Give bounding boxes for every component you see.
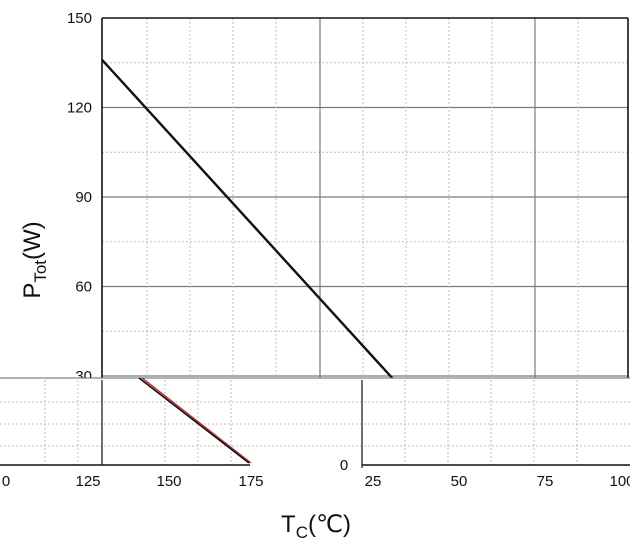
x-axis-label: TC(℃) [281, 511, 351, 542]
inset-x-tick-labels: 0 125 150 175 25 50 75 100 [2, 473, 630, 490]
inset-x-tick-label: 175 [238, 473, 263, 490]
inset-x-tick-label-right: 75 [537, 473, 554, 490]
inset-red-trace [141, 377, 252, 464]
y-tick-label: 120 [67, 100, 92, 117]
y-tick-label: 90 [75, 189, 92, 206]
inset-x-tick-label: 125 [75, 473, 100, 490]
inset-strip: 0 0 125 150 175 25 50 75 100 [0, 377, 630, 490]
inset-black-trace [138, 377, 250, 464]
x-axis-label-main: T [281, 511, 296, 538]
y-axis-label-sub: Tot [31, 260, 50, 283]
x-axis-label-sub: C [296, 523, 308, 542]
y-tick-label: 60 [75, 279, 92, 296]
series [101, 58, 394, 379]
inset-y-tick-zero: 0 [340, 457, 348, 474]
inset-x-tick-label: 0 [2, 473, 10, 490]
grid [102, 18, 628, 378]
axes [101, 17, 629, 378]
y-tick-label: 150 [67, 10, 92, 27]
inset-background [0, 378, 630, 468]
inset-x-tick-label-right: 100 [609, 473, 630, 490]
series-line-0 [101, 58, 394, 379]
inset-x-tick-label: 150 [156, 473, 181, 490]
inset-x-tick-label-right: 50 [451, 473, 468, 490]
y-axis-label-main: P [19, 283, 46, 299]
inset-grid [0, 380, 630, 465]
y-axis-label-unit: (W) [19, 221, 46, 260]
y-axis-label: PTot(W) [19, 221, 50, 298]
x-axis-label-unit: (℃) [308, 511, 351, 538]
inset-x-tick-label-right: 25 [365, 473, 382, 490]
